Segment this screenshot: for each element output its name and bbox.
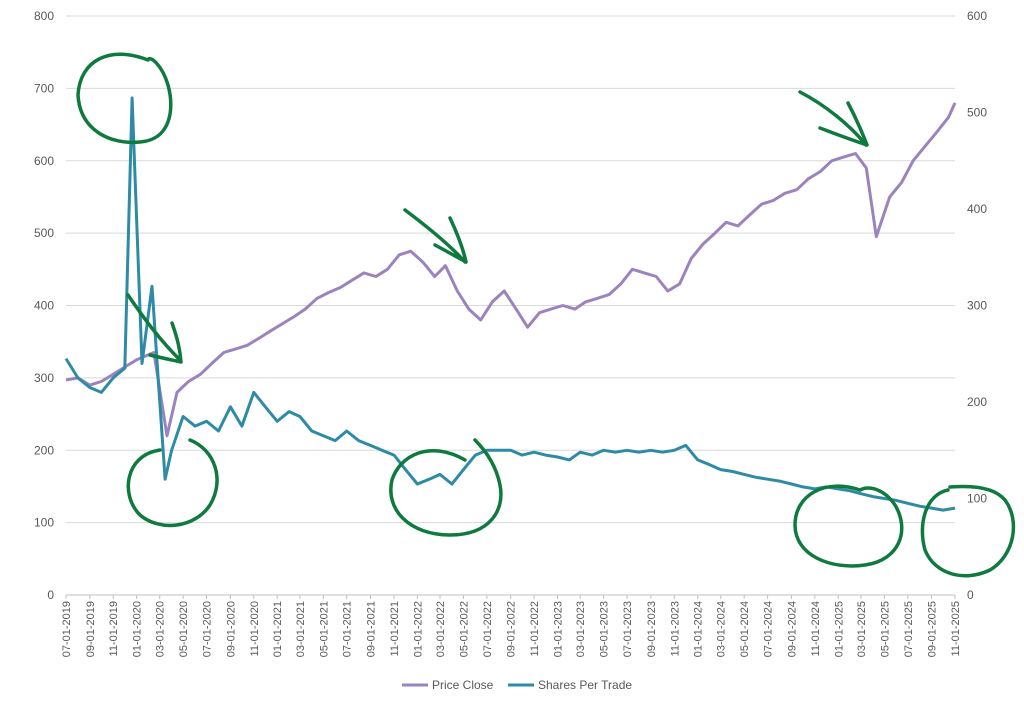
x-tick-label: 07-01-2022 (482, 601, 494, 657)
hand-drawn-annotations (76, 52, 1016, 578)
y-left-tick-label: 400 (34, 299, 54, 313)
y-left-tick-label: 700 (34, 81, 54, 95)
x-tick-label: 09-01-2022 (506, 601, 518, 657)
x-tick-label: 01-01-2022 (412, 601, 424, 657)
x-tick-label: 03-01-2024 (716, 601, 728, 657)
annotation-arrow-2020 (126, 293, 183, 364)
y-left-tick-label: 300 (34, 371, 54, 385)
x-tick-label: 01-01-2025 (833, 601, 845, 657)
annotation-circle-2022-low (389, 438, 503, 537)
series-line-shares-per-trade (64, 96, 956, 512)
y-right-tick-label: 400 (967, 202, 987, 216)
x-tick-label: 01-01-2021 (272, 601, 284, 657)
x-tick-label: 03-01-2020 (155, 601, 167, 657)
x-tick-label: 09-01-2020 (225, 601, 237, 657)
annotation-arrow-2022 (403, 208, 468, 264)
x-tick-label: 05-01-2021 (318, 601, 330, 657)
x-tick-label: 11-01-2025 (950, 601, 962, 656)
x-tick-label: 07-01-2025 (903, 601, 915, 657)
legend-label-price-close: Price Close (432, 678, 494, 692)
y-left-tick-label: 600 (34, 154, 54, 168)
y-left-tick-label: 800 (34, 9, 54, 23)
legend-label-shares-per-trade: Shares Per Trade (538, 678, 632, 692)
x-tick-label: 01-01-2020 (132, 601, 144, 657)
x-tick-label: 11-01-2022 (529, 601, 541, 656)
x-tick-label: 09-01-2019 (85, 601, 97, 657)
x-tick-label: 03-01-2023 (575, 601, 587, 657)
y-left-tick-label: 200 (34, 443, 54, 457)
x-tick-label: 01-01-2023 (553, 601, 565, 657)
series-lines (64, 96, 957, 512)
x-tick-label: 11-01-2023 (669, 601, 681, 656)
y-right-tick-label: 0 (967, 588, 974, 602)
legend: Price Close Shares Per Trade (402, 678, 632, 692)
annotation-circle-2020-low (126, 438, 219, 528)
y-right-tick-label: 500 (967, 106, 987, 120)
x-tick-label: 11-01-2020 (249, 601, 261, 656)
x-tick-label: 11-01-2024 (810, 601, 822, 656)
y-right-tick-label: 100 (967, 492, 987, 506)
x-tick-label: 05-01-2023 (599, 601, 611, 657)
annotation-arrow-2025 (798, 90, 869, 147)
annotation-circle-spike (76, 52, 173, 145)
x-tick-label: 03-01-2022 (435, 601, 447, 657)
x-tick-label: 07-01-2021 (342, 601, 354, 657)
x-tick-label: 03-01-2021 (295, 601, 307, 657)
x-tick-label: 05-01-2022 (458, 601, 470, 657)
y-left-tick-label: 100 (34, 516, 54, 530)
x-tick-label: 07-01-2024 (763, 601, 775, 657)
axes: 0 100 200 300 400 500 600 700 800 0 100 200 300 400 50… (34, 9, 987, 657)
y-right-tick-label: 200 (967, 395, 987, 409)
x-tick-label: 07-01-2020 (202, 601, 214, 657)
x-tick-label: 05-01-2020 (178, 601, 190, 657)
y-right-tick-label: 300 (967, 299, 987, 313)
annotation-circle-2025-low (793, 484, 904, 568)
y-right-tick-label: 600 (967, 9, 987, 23)
x-tick-label: 07-01-2023 (622, 601, 634, 657)
x-tick-label: 09-01-2023 (646, 601, 658, 657)
x-tick-label: 09-01-2025 (927, 601, 939, 657)
x-tick-label: 11-01-2019 (108, 601, 120, 656)
x-tick-label: 09-01-2021 (366, 601, 378, 657)
x-tick-label: 03-01-2025 (856, 601, 868, 657)
x-tick-label: 05-01-2024 (739, 601, 751, 657)
y-left-tick-label: 500 (34, 226, 54, 240)
annotation-circle-latest (920, 484, 1016, 578)
x-tick-label: 05-01-2025 (879, 601, 891, 657)
x-tick-label: 01-01-2024 (693, 601, 705, 657)
x-tick-label: 11-01-2021 (389, 601, 401, 656)
x-tick-label: 07-01-2019 (61, 601, 73, 657)
series-line-price-close (65, 102, 957, 438)
y-left-tick-label: 0 (47, 588, 54, 602)
x-tick-label: 09-01-2024 (786, 601, 798, 657)
